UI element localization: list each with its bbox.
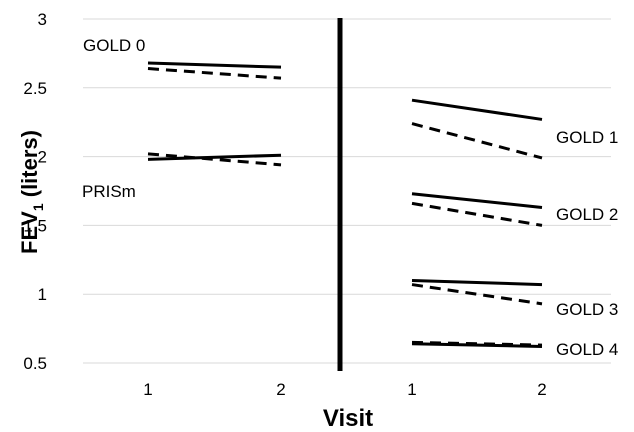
x-tick-label: 1	[143, 380, 152, 399]
series-line-gold-4-dashed	[411, 340, 543, 347]
series-line-gold-3-solid	[411, 278, 543, 287]
y-tick-label: 2	[38, 148, 47, 167]
series-line-prism-solid	[147, 153, 282, 161]
series-line-gold-2-solid	[411, 192, 543, 210]
y-tick-label: 0.5	[23, 354, 47, 373]
series-label-gold-3: GOLD 3	[556, 300, 618, 319]
series-label-gold-2: GOLD 2	[556, 205, 618, 224]
grid-lines	[83, 18, 611, 364]
x-tick-label: 1	[407, 380, 416, 399]
x-axis-tick-labels: 1 2 1 2	[143, 380, 546, 399]
y-tick-label: 3	[38, 10, 47, 29]
x-tick-label: 2	[276, 380, 285, 399]
y-axis-title-subscript: 1	[30, 203, 46, 211]
series-line-gold-3-dashed	[411, 283, 543, 306]
series-line-gold-0-solid	[147, 61, 282, 69]
series-label-gold-4: GOLD 4	[556, 340, 618, 359]
series-line-gold-0-dashed	[147, 67, 282, 80]
y-axis-title-units: (liters)	[17, 130, 42, 203]
series-label-gold-1: GOLD 1	[556, 128, 618, 147]
y-axis-title: FEV1 (liters)	[17, 130, 46, 254]
series-line-gold-1-solid	[411, 98, 543, 121]
series-labels: GOLD 0 PRISm GOLD 1 GOLD 2 GOLD 3 GOLD 4	[82, 36, 618, 359]
series-line-gold-2-dashed	[411, 201, 543, 227]
y-tick-label: 2.5	[23, 79, 47, 98]
y-tick-label: 1.5	[23, 216, 47, 235]
y-axis-title-main: FEV	[17, 211, 42, 254]
series-label-gold-0: GOLD 0	[83, 36, 145, 55]
series-line-gold-1-dashed	[411, 122, 543, 160]
series-label-prism: PRISm	[82, 182, 136, 201]
y-axis-tick-labels: 0.5 1 1.5 2 2.5 3	[23, 10, 47, 373]
series-lines	[147, 61, 543, 348]
x-tick-label: 2	[537, 380, 546, 399]
series-line-prism-dashed	[147, 152, 282, 167]
y-tick-label: 1	[38, 285, 47, 304]
x-axis-title: Visit	[323, 405, 373, 432]
